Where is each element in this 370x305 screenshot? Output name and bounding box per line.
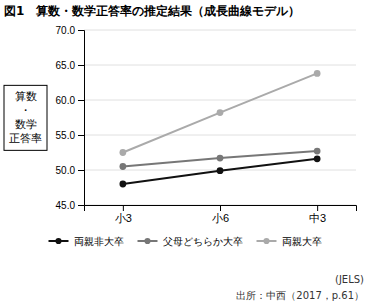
tick-mark bbox=[78, 65, 84, 66]
legend-label: 父母どちらか大卒 bbox=[163, 236, 243, 247]
legend-item: 両親大卒 bbox=[257, 236, 322, 247]
tick: 小3 bbox=[115, 205, 132, 224]
tick-mark bbox=[78, 205, 84, 206]
tick-label: 70.0 bbox=[56, 25, 76, 36]
point bbox=[119, 149, 126, 156]
tick-mark bbox=[317, 205, 318, 211]
tick-label: 60.0 bbox=[56, 95, 76, 106]
tick-mark bbox=[220, 205, 221, 211]
tick: 55.0 bbox=[56, 130, 84, 141]
legend-label: 両親非大卒 bbox=[74, 236, 124, 247]
y-label-frame bbox=[4, 85, 47, 150]
y-label: 算数・数学正答率 bbox=[9, 90, 42, 145]
point bbox=[314, 148, 321, 155]
legend: 両親非大卒 父母どちらか大卒 両親大卒 bbox=[49, 236, 322, 247]
point bbox=[217, 109, 224, 116]
annotation: (JELS) bbox=[335, 274, 364, 285]
annotation: 出所：中西（2017，p.61） bbox=[236, 290, 364, 301]
legend-marker bbox=[144, 238, 150, 244]
point bbox=[314, 155, 321, 162]
tick-mark bbox=[78, 30, 84, 31]
tick-label: 中3 bbox=[309, 212, 326, 224]
grid bbox=[84, 30, 356, 205]
tick-label: 小6 bbox=[212, 212, 229, 224]
point bbox=[314, 70, 321, 77]
point bbox=[217, 167, 224, 174]
tick: 70.0 bbox=[56, 25, 84, 36]
tick: 65.0 bbox=[56, 60, 84, 71]
legend-item: 両親非大卒 bbox=[49, 236, 124, 247]
axis-line bbox=[85, 206, 357, 212]
point bbox=[217, 155, 224, 162]
line bbox=[123, 159, 317, 184]
tick-label: 65.0 bbox=[56, 60, 76, 71]
plot: 45.0 50.0 55.0 60.0 65.0 70.0 小3 小6 中3 bbox=[56, 25, 357, 224]
tick-label: 小3 bbox=[115, 212, 132, 224]
axis-line bbox=[78, 31, 85, 206]
point bbox=[119, 181, 126, 188]
series-group bbox=[119, 70, 320, 187]
tick: 小6 bbox=[212, 205, 229, 224]
tick-label: 50.0 bbox=[56, 165, 76, 176]
chart: 図1 算数・数学正答率の推定結果（成長曲線モデル） 45.0 50.0 55.0 60.… bbox=[0, 0, 370, 305]
tick: 50.0 bbox=[56, 165, 84, 176]
line bbox=[123, 151, 317, 166]
grid-line bbox=[84, 135, 356, 136]
legend-marker bbox=[55, 238, 61, 244]
tick: 60.0 bbox=[56, 95, 84, 106]
tick-mark bbox=[123, 205, 124, 211]
line bbox=[123, 73, 317, 152]
title: 図1 算数・数学正答率の推定結果（成長曲線モデル） bbox=[4, 4, 300, 18]
tick-mark bbox=[78, 100, 84, 101]
tick-mark bbox=[78, 170, 84, 171]
tick-mark bbox=[78, 135, 84, 136]
tick-label: 55.0 bbox=[56, 130, 76, 141]
legend-item: 父母どちらか大卒 bbox=[138, 236, 243, 247]
y-label-box: 算数・数学正答率 bbox=[4, 85, 47, 150]
legend-label: 両親大卒 bbox=[282, 236, 322, 247]
legend-marker bbox=[263, 238, 269, 244]
grid-line bbox=[84, 30, 356, 31]
point bbox=[119, 163, 126, 170]
tick: 中3 bbox=[309, 205, 326, 224]
x-axis: 小3 小6 中3 bbox=[85, 205, 357, 224]
grid-line bbox=[84, 65, 356, 66]
grid-line bbox=[84, 100, 356, 101]
tick: 45.0 bbox=[56, 200, 84, 211]
y-axis: 45.0 50.0 55.0 60.0 65.0 70.0 bbox=[56, 25, 85, 211]
tick-label: 45.0 bbox=[56, 200, 76, 211]
